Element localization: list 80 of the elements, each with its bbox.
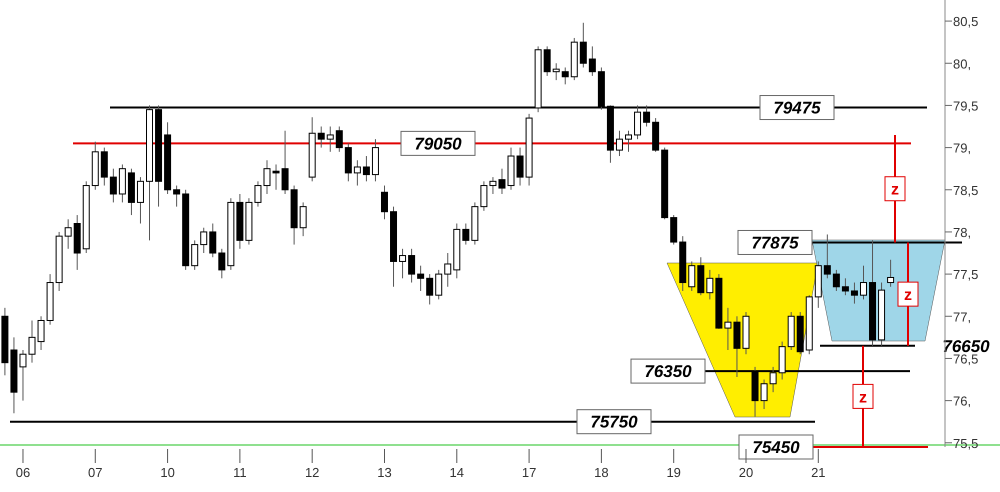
candlestick: [19, 350, 26, 402]
candlestick: [110, 168, 117, 203]
x-tick-label: 07: [88, 465, 103, 480]
candlestick: [426, 274, 434, 305]
x-tick-label: 17: [522, 465, 536, 480]
x-tick-label: 20: [738, 465, 754, 480]
y-tick-label: 78,: [953, 224, 972, 240]
x-tick-label: 13: [377, 465, 392, 480]
candlestick: [760, 379, 768, 410]
ref-line-label: 79475: [773, 98, 822, 118]
ref-line-label: 75450: [752, 438, 800, 457]
candlestick: [272, 164, 280, 190]
y-tick-label: 77,: [953, 309, 972, 324]
y-tick-label: 80,5: [953, 14, 978, 30]
candlestick: [326, 126, 334, 152]
candlestick: [832, 269, 840, 292]
ref-line-label: 75750: [590, 412, 638, 432]
x-tick-label: 06: [16, 465, 30, 480]
candlestick: [263, 160, 270, 194]
candlestick: [887, 259, 894, 288]
candlestick: [498, 168, 506, 194]
candlestick: [842, 278, 849, 296]
candlestick: [354, 160, 361, 186]
candlestick: [136, 176, 144, 224]
candlestick: [724, 307, 732, 351]
candlestick: [552, 62, 560, 81]
candlestick: [562, 66, 569, 85]
candlestick: [480, 180, 488, 212]
candlestick: [380, 185, 388, 220]
y-tick-label: 76,: [953, 394, 972, 409]
candlestick: [435, 269, 442, 300]
candlestick: [444, 252, 452, 288]
candlestick: [850, 282, 858, 304]
candlestick: [408, 248, 416, 284]
x-tick-label: 19: [666, 465, 681, 480]
candlestick: [516, 147, 524, 186]
candlestick: [489, 176, 496, 194]
candlestick: [318, 126, 325, 148]
candlestick: [616, 130, 623, 157]
candlestick: [688, 260, 696, 292]
x-tick-label: 14: [450, 465, 464, 480]
candlestick: [399, 248, 406, 279]
candlestick: [336, 126, 343, 152]
y-tick-label: 75,5: [953, 436, 978, 451]
candlestick: [218, 248, 226, 279]
candlestick: [191, 240, 198, 270]
candlestick: [588, 46, 596, 76]
candlestick: [580, 22, 587, 68]
candlestick: [28, 320, 36, 364]
ref-line-label: 79050: [414, 134, 462, 154]
x-tick-label: 21: [811, 465, 826, 480]
candlestick: [200, 227, 208, 254]
y-tick-label: 79,5: [953, 98, 978, 114]
annotation: z: [859, 389, 867, 406]
candlestick: [544, 46, 551, 76]
candlestick: [462, 223, 470, 246]
ref-line-label: 76350: [644, 362, 692, 382]
candlestick: [209, 223, 216, 258]
y-tick-label: 78,5: [953, 182, 978, 198]
candlestick: [417, 265, 424, 292]
candlestick: [860, 265, 867, 300]
candlestick: [300, 202, 307, 237]
y-tick-label: 80,: [953, 56, 972, 72]
candlestick: [625, 130, 632, 152]
candlestick: [254, 180, 262, 208]
x-tick-label: 10: [160, 465, 175, 480]
y-tick-label: 79,: [953, 140, 972, 156]
ref-line-label: 77875: [751, 233, 800, 252]
candlestick: [362, 156, 370, 182]
x-tick-label: 11: [233, 465, 247, 480]
x-tick-label: 18: [594, 465, 609, 480]
y-tick-label: 77,5: [953, 267, 978, 282]
annotation: z: [891, 182, 899, 199]
candlestick: [282, 130, 289, 194]
x-tick-label: 12: [304, 465, 320, 480]
candlestick: [38, 316, 45, 351]
text: z: [904, 287, 912, 304]
candlestick: [64, 218, 72, 250]
candlestick: [706, 269, 714, 300]
candlestick: [173, 185, 180, 208]
